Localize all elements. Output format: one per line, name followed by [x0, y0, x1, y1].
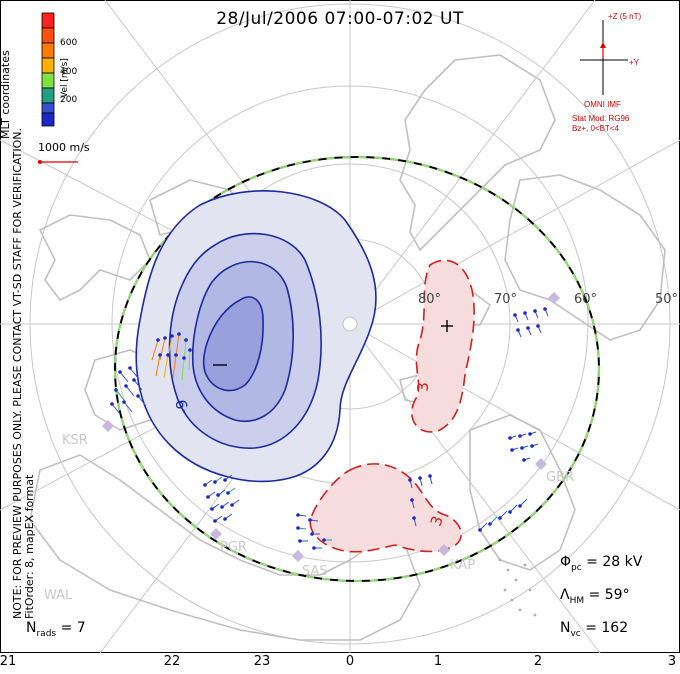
x-tick-3: 3 [667, 654, 677, 669]
contour-negative-4 [203, 296, 264, 392]
plot-title: 28/Jul/2006 07:00-07:02 UT [216, 9, 464, 29]
vector-group-kap [408, 474, 433, 527]
extrema-marks [213, 320, 453, 366]
lat-label-80: 80° [418, 292, 442, 307]
scale-tick-200: 200 [60, 95, 78, 105]
lat-label-60: 60° [574, 292, 598, 307]
imf-source: OMNI IMF [584, 100, 621, 109]
station-wal: WAL [44, 588, 73, 603]
x-tick-23: 23 [253, 654, 271, 669]
imf-dial [580, 20, 628, 95]
imf-by-label: +Y [629, 58, 640, 67]
scale-tick-600: 600 [60, 38, 78, 48]
fitorder-note: FitOrder: 8, mapEX format [23, 474, 36, 619]
greenland-coast [399, 54, 556, 251]
heppner-maynard-boundary-green [113, 155, 601, 583]
lat-label-50: 50° [655, 292, 679, 307]
negative-cell [135, 190, 377, 483]
eurasia-coast [504, 174, 666, 341]
reference-vector-label: 1000 m/s [38, 141, 90, 154]
vector-group-fast [151, 332, 192, 381]
contour-positive-dayside [411, 259, 475, 433]
lat-label-70: 70° [494, 292, 518, 307]
scandinavia-coast [469, 414, 576, 571]
northern-canada-coast [39, 214, 151, 301]
imf-bz-label: +Z (5 nT) [608, 12, 642, 21]
reference-vector [38, 160, 78, 164]
scale-tick-400: 400 [60, 67, 78, 77]
stat-lambda-hm: ΛHM = 59° [560, 587, 630, 606]
x-tick-0: 0 [345, 654, 355, 669]
station-ksr: KSR [62, 433, 88, 448]
station-kap: KAP [450, 558, 476, 573]
contour-label-negative: -9 [172, 398, 193, 416]
x-tick-22: 22 [163, 654, 181, 669]
side-notes: MLT coordinates NOTE: FOR PREVIEW PURPOS… [0, 43, 36, 663]
vector-group-gbr [508, 431, 539, 462]
station-pgr: PGR [220, 540, 247, 555]
station-gbr: GBR [546, 470, 575, 485]
vector-group-ksr [110, 366, 147, 415]
contour-positive-dusk [309, 463, 462, 553]
vector-group-gray [498, 558, 537, 617]
vector-group-dayside [513, 307, 549, 338]
station-sas: SAS [302, 564, 328, 579]
vector-group-east [478, 498, 528, 532]
x-tick-2: 2 [533, 654, 543, 669]
station-markers [102, 292, 560, 562]
stat-n-rads: Nrads = 7 [26, 620, 86, 639]
positive-cells [309, 259, 475, 553]
velocity-vectors [110, 307, 549, 617]
vector-group-pgr [203, 474, 240, 523]
imf-model-line2: Bz+, 0<BT<4 [572, 124, 619, 133]
scale-unit-label: Vel [m/s] [60, 58, 70, 98]
vector-group-sas [296, 513, 332, 550]
stat-phi-pc: Φpc = 28 kV [560, 554, 643, 573]
imf-model-line1: Stat Mod: RG96 [572, 114, 630, 123]
pole-marker [342, 316, 358, 332]
stat-n-vc: Nvc = 162 [560, 620, 629, 639]
contour-label-positive-dayside: 3 [413, 382, 432, 392]
color-scale-bar [41, 12, 55, 127]
x-tick-1: 1 [433, 654, 443, 669]
x-tick-21: 21 [0, 654, 17, 669]
